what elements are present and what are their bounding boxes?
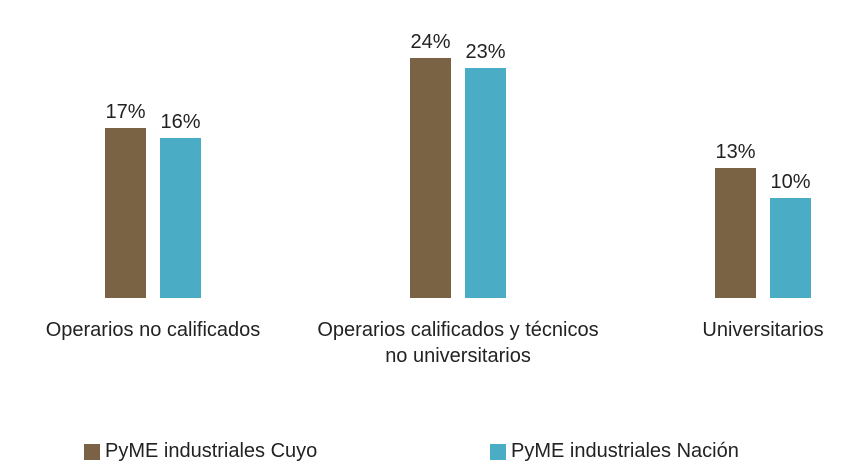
data-label: 24%	[410, 31, 450, 53]
data-label: 17%	[105, 101, 145, 123]
bar	[410, 58, 451, 298]
data-label: 23%	[465, 41, 505, 63]
bar	[465, 68, 506, 298]
data-label: 13%	[715, 141, 755, 163]
legend-swatch	[490, 443, 506, 460]
bar	[160, 138, 201, 298]
bar	[715, 168, 756, 298]
bar	[770, 198, 811, 298]
bar	[105, 128, 146, 298]
legend-item: PyME industriales Nación	[490, 440, 739, 463]
legend-label: PyME industriales Nación	[511, 440, 739, 462]
x-tick-label: Universitarios	[702, 319, 824, 341]
x-tick-label: Operarios calificados y técnicos no univ…	[317, 319, 599, 367]
data-label: 16%	[160, 111, 200, 133]
x-tick-label: Operarios no calificados	[45, 319, 261, 341]
legend-swatch	[84, 443, 100, 460]
data-label: 10%	[770, 171, 810, 193]
legend-item: PyME industriales Cuyo	[84, 440, 317, 463]
legend-label: PyME industriales Cuyo	[105, 440, 318, 462]
